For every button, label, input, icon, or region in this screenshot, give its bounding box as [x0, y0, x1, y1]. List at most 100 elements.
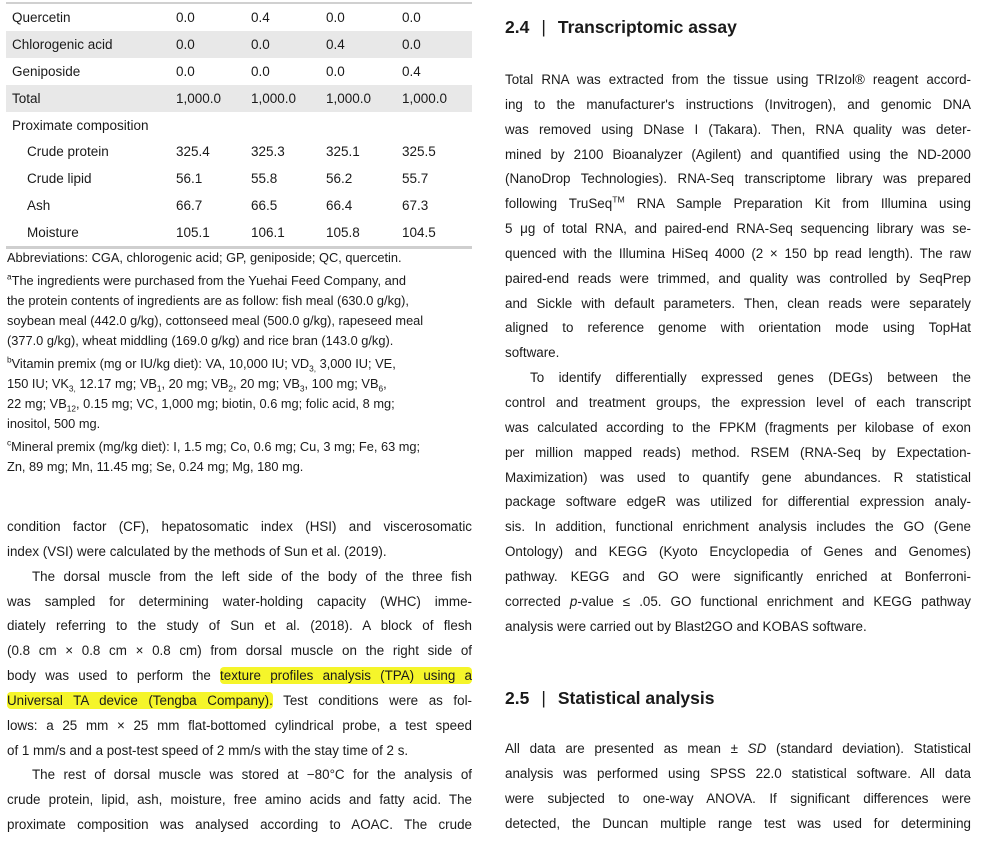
highlighted-text: texture profiles analysis (TPA) using a — [220, 667, 472, 685]
subscript: 2 — [228, 383, 234, 394]
text-run: , 20 mg; VB — [233, 376, 300, 391]
text-line: proximate composition was analysed accor… — [7, 813, 472, 838]
footnote-line: inositol, 500 mg. — [7, 414, 477, 434]
text-run: , — [383, 376, 387, 391]
table-cell: 0.4 — [251, 10, 270, 25]
text-run: analysis was performed using SPSS 22.0 s… — [505, 765, 971, 781]
text-run: soybean meal (442.0 g/kg), cottonseed me… — [7, 313, 424, 328]
table-cell: 0.0 — [176, 10, 195, 25]
text-line: The rest of dorsal muscle was stored at … — [7, 763, 472, 788]
text-run: 5 μg of total RNA, and paired-end RNA-Se… — [505, 221, 971, 237]
text-run: mined by 2100 Bioanalyzer (Agilent) and … — [505, 146, 971, 162]
text-run: proximate composition was analysed accor… — [7, 817, 472, 833]
text-line: crude protein, lipid, ash, moisture, fre… — [7, 788, 472, 813]
text-run: (0.8 cm × 0.8 cm × 0.8 cm) from dorsal m… — [7, 643, 472, 659]
text-run: 22 mg; VB — [7, 396, 67, 411]
table-row: Proximate composition — [6, 112, 472, 139]
section-title: Transcriptomic assay — [557, 17, 737, 37]
text-run: aligned to reference genome with orienta… — [505, 320, 971, 336]
table-cell: 1,000.0 — [251, 90, 297, 106]
text-line: software. — [505, 341, 971, 366]
superscript: b — [7, 354, 12, 365]
text-run: following TruSeq — [505, 196, 613, 212]
superscript: a — [7, 271, 12, 282]
table-cell: 0.0 — [176, 63, 195, 79]
row-label: Ash — [27, 198, 51, 214]
superscript: TM — [612, 194, 625, 205]
text-line: aligned to reference genome with orienta… — [505, 316, 971, 341]
table-cell: 1,000.0 — [176, 90, 222, 106]
text-run: the protein contents of ingredients are … — [7, 293, 409, 308]
table-body: Quercetin 0.0 0.4 0.0 0.0 Chlorogenic acid 0.0… — [6, 4, 472, 246]
text-run: -value ≤ .05. GO functional enrichment a… — [577, 593, 971, 609]
left-column-body: condition factor (CF), hepatosomatic ind… — [7, 515, 472, 838]
text-line: mined by 2100 Bioanalyzer (Agilent) and … — [505, 143, 971, 168]
text-run: per million mapped reads) method. RSEM (… — [505, 444, 971, 460]
row-label: Crude lipid — [27, 171, 92, 187]
text-run: detected, the Duncan multiple range test… — [505, 815, 971, 831]
text-line: Total RNA was extracted from the tissue … — [505, 68, 971, 93]
subscript: 1 — [156, 383, 162, 394]
table-cell: 0.0 — [251, 36, 270, 52]
footnote-line: soybean meal (442.0 g/kg), cottonseed me… — [7, 311, 477, 331]
table-cell: 56.2 — [326, 171, 353, 187]
superscript: c — [7, 437, 12, 448]
table-cell: 0.0 — [402, 10, 421, 25]
text-run: index (VSI) were calculated by the metho… — [7, 543, 387, 559]
text-run: package software edgeR was utilized for … — [505, 494, 971, 510]
subscript: 3, — [68, 383, 76, 394]
section-title: Statistical analysis — [557, 688, 715, 708]
section-2-4-body: Total RNA was extracted from the tissue … — [505, 68, 971, 639]
text-line: ing to the manufacturer's instructions (… — [505, 93, 971, 118]
text-line: per million mapped reads) method. RSEM (… — [505, 441, 971, 466]
table-cell: 105.8 — [326, 225, 360, 241]
text-line: control and treatment groups, the expres… — [505, 391, 971, 416]
text-line: quenced with the Illumina HiSeq 4000 (2 … — [505, 242, 971, 267]
text-run: quenced with the Illumina HiSeq 4000 (2 … — [505, 245, 971, 261]
text-run: 12.17 mg; VB — [75, 376, 157, 391]
text-run: control and treatment groups, the expres… — [505, 394, 971, 410]
text-run: pathway. KEGG and GO were significantly … — [505, 568, 971, 584]
subscript: 6 — [378, 383, 384, 394]
text-run: condition factor (CF), hepatosomatic ind… — [7, 519, 472, 534]
text-run: , 20 mg; VB — [161, 376, 229, 391]
text-run: diately referring to the study of Sun et… — [7, 618, 472, 634]
table-cell: 0.0 — [402, 36, 421, 52]
table-row: Total 1,000.0 1,000.0 1,000.0 1,000.0 — [6, 84, 472, 112]
text-line: body was used to perform the texture pro… — [7, 664, 472, 689]
table-cell: 325.3 — [251, 144, 285, 160]
text-line: of 1 mm/s and a post-test speed of 2 mm/… — [7, 739, 472, 764]
subscript: 3 — [299, 383, 305, 394]
footnote-line: the protein contents of ingredients are … — [7, 291, 477, 311]
text-line: Universal TA device (Tengba Company). Te… — [7, 689, 472, 714]
text-line: Ontology) and KEGG (Kyoto Encyclopedia o… — [505, 540, 971, 565]
footnote-line: cMineral premix (mg/kg diet): I, 1.5 mg;… — [7, 437, 477, 457]
section-number: 2.4 — [505, 17, 530, 37]
table-footnotes: Abbreviations: CGA, chlorogenic acid; GP… — [7, 248, 477, 480]
text-run: was calculated according to the FPKM (fr… — [505, 419, 971, 435]
text-line: sis. In addition, functional enrichment … — [505, 515, 971, 540]
text-run: Vitamin premix (mg or IU/kg diet): VA, 1… — [11, 356, 310, 371]
text-line: analysis were carried out by Blast2GO an… — [505, 615, 971, 640]
section-number: 2.5 — [505, 688, 530, 708]
footnote-line: Zn, 89 mg; Mn, 11.45 mg; Se, 0.24 mg; Mg… — [7, 457, 477, 477]
footnote: aThe ingredients were purchased from the… — [7, 271, 477, 351]
highlighted-text: Universal TA device (Tengba Company). — [7, 691, 273, 709]
section-separator: | — [541, 688, 546, 708]
table-cell: 0.0 — [251, 63, 270, 79]
text-run: Ontology) and KEGG (Kyoto Encyclopedia o… — [505, 544, 971, 560]
table-cell: 325.1 — [326, 144, 360, 160]
text-run: Mineral premix (mg/kg diet): I, 1.5 mg; … — [11, 439, 421, 454]
text-run: Maximization) was used to quantify gene … — [505, 469, 971, 485]
subscript: 12 — [66, 403, 76, 414]
text-line: To identify differentially expressed gen… — [505, 366, 971, 391]
text-line: detected, the Duncan multiple range test… — [505, 812, 971, 837]
text-run: was sampled for determining water-holdin… — [7, 593, 472, 609]
text-run: of 1 mm/s and a post-test speed of 2 mm/… — [7, 742, 409, 758]
text-line: The dorsal muscle from the left side of … — [7, 565, 472, 590]
row-label: Chlorogenic acid — [12, 36, 113, 52]
footnote-line: (377.0 g/kg), wheat middling (169.0 g/kg… — [7, 331, 477, 351]
table-cell: 66.4 — [326, 198, 353, 214]
text-line: (NanoDrop Technologies). RNA-Seq transcr… — [505, 167, 971, 192]
text-run: (standard deviation). Statistical — [766, 741, 971, 756]
